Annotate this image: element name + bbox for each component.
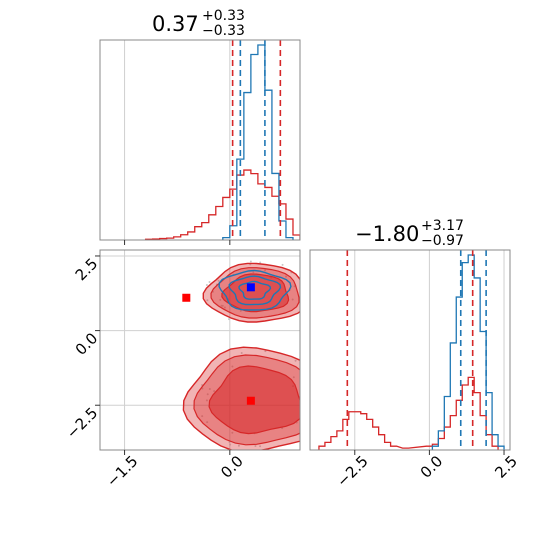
joint-blue-contour-mid (228, 275, 282, 306)
joint-sample-point (326, 420, 328, 422)
joint-sample-point (240, 352, 243, 355)
hist1-content (144, 40, 300, 240)
joint-marker-red (246, 396, 255, 405)
joint-content (182, 260, 328, 450)
param2-title-value: −1.80 (355, 222, 420, 246)
joint-y-tick-label: 0.0 (72, 329, 102, 359)
joint-sample-point (206, 421, 209, 424)
joint-frame (99, 249, 301, 451)
joint-sample-point (294, 359, 297, 362)
joint-sample-point (264, 350, 267, 353)
hist1-panel (124, 40, 300, 240)
joint-sample-point (231, 365, 234, 368)
param1-title-plus: +0.33 (202, 8, 245, 24)
joint-sample-point (301, 306, 303, 308)
joint-sample-point (285, 275, 288, 278)
joint-sample-point (208, 387, 211, 390)
hist2-x-tick-label: 2.5 (491, 452, 521, 482)
hist2-frame (309, 249, 511, 451)
hist2-blue-series (431, 254, 505, 450)
joint-sample-point (239, 309, 242, 312)
joint-y-tick-label: −2.5 (63, 404, 101, 442)
joint-blue-contour-outer (218, 269, 292, 311)
joint-x-tick-label: −1.5 (103, 452, 141, 490)
joint-sample-point (228, 318, 231, 321)
hist2-red-series (318, 376, 499, 450)
joint-sample-point (292, 376, 295, 379)
joint-sample-point (281, 263, 284, 266)
param2-title-minus: −0.97 (421, 233, 464, 249)
joint-sample-point (254, 445, 257, 448)
joint-sample-point (302, 409, 304, 411)
joint-sample-point (205, 283, 208, 286)
joint-marker-red (182, 293, 191, 302)
hist2-x-tick-label: −2.5 (333, 452, 371, 490)
joint-sample-point (206, 299, 209, 302)
joint-sample-point (219, 298, 222, 301)
hist1-red-series (144, 169, 300, 240)
joint-marker-blue (246, 283, 255, 292)
joint-panel (100, 250, 328, 450)
param1-title-value: 0.37 (152, 12, 199, 36)
joint-sample-point (223, 306, 226, 309)
hist1-frame (99, 39, 301, 241)
joint-x-tick-label: 0.0 (217, 452, 247, 482)
joint-sample-point (208, 280, 211, 283)
param1-title-minus: −0.33 (202, 23, 245, 39)
joint-sample-point (201, 415, 204, 418)
param2-title-plus: +3.17 (421, 218, 464, 234)
joint-blue-contour-inner (238, 280, 272, 300)
joint-sample-point (259, 261, 262, 264)
joint-y-tick-label: 2.5 (72, 255, 102, 285)
joint-sample-point (291, 298, 294, 301)
joint-sample-point (213, 390, 216, 393)
hist2-content (318, 250, 505, 450)
joint-sample-point (259, 445, 262, 448)
joint-sample-point (206, 393, 209, 396)
joint-sample-point (231, 431, 234, 434)
joint-sample-point (237, 444, 240, 447)
joint-sample-point (320, 375, 322, 377)
joint-sample-point (205, 399, 208, 402)
joint-sample-point (229, 443, 232, 446)
joint-sample-point (303, 441, 305, 443)
joint-sample-point (249, 260, 252, 263)
joint-sample-point (252, 271, 255, 274)
joint-sample-point (217, 279, 220, 282)
hist2-x-tick-label: 0.0 (417, 452, 447, 482)
joint-sample-point (264, 269, 267, 272)
joint-sample-point (319, 375, 321, 377)
joint-sample-point (320, 371, 322, 373)
joint-sample-point (220, 304, 223, 307)
hist2-panel (318, 250, 505, 450)
